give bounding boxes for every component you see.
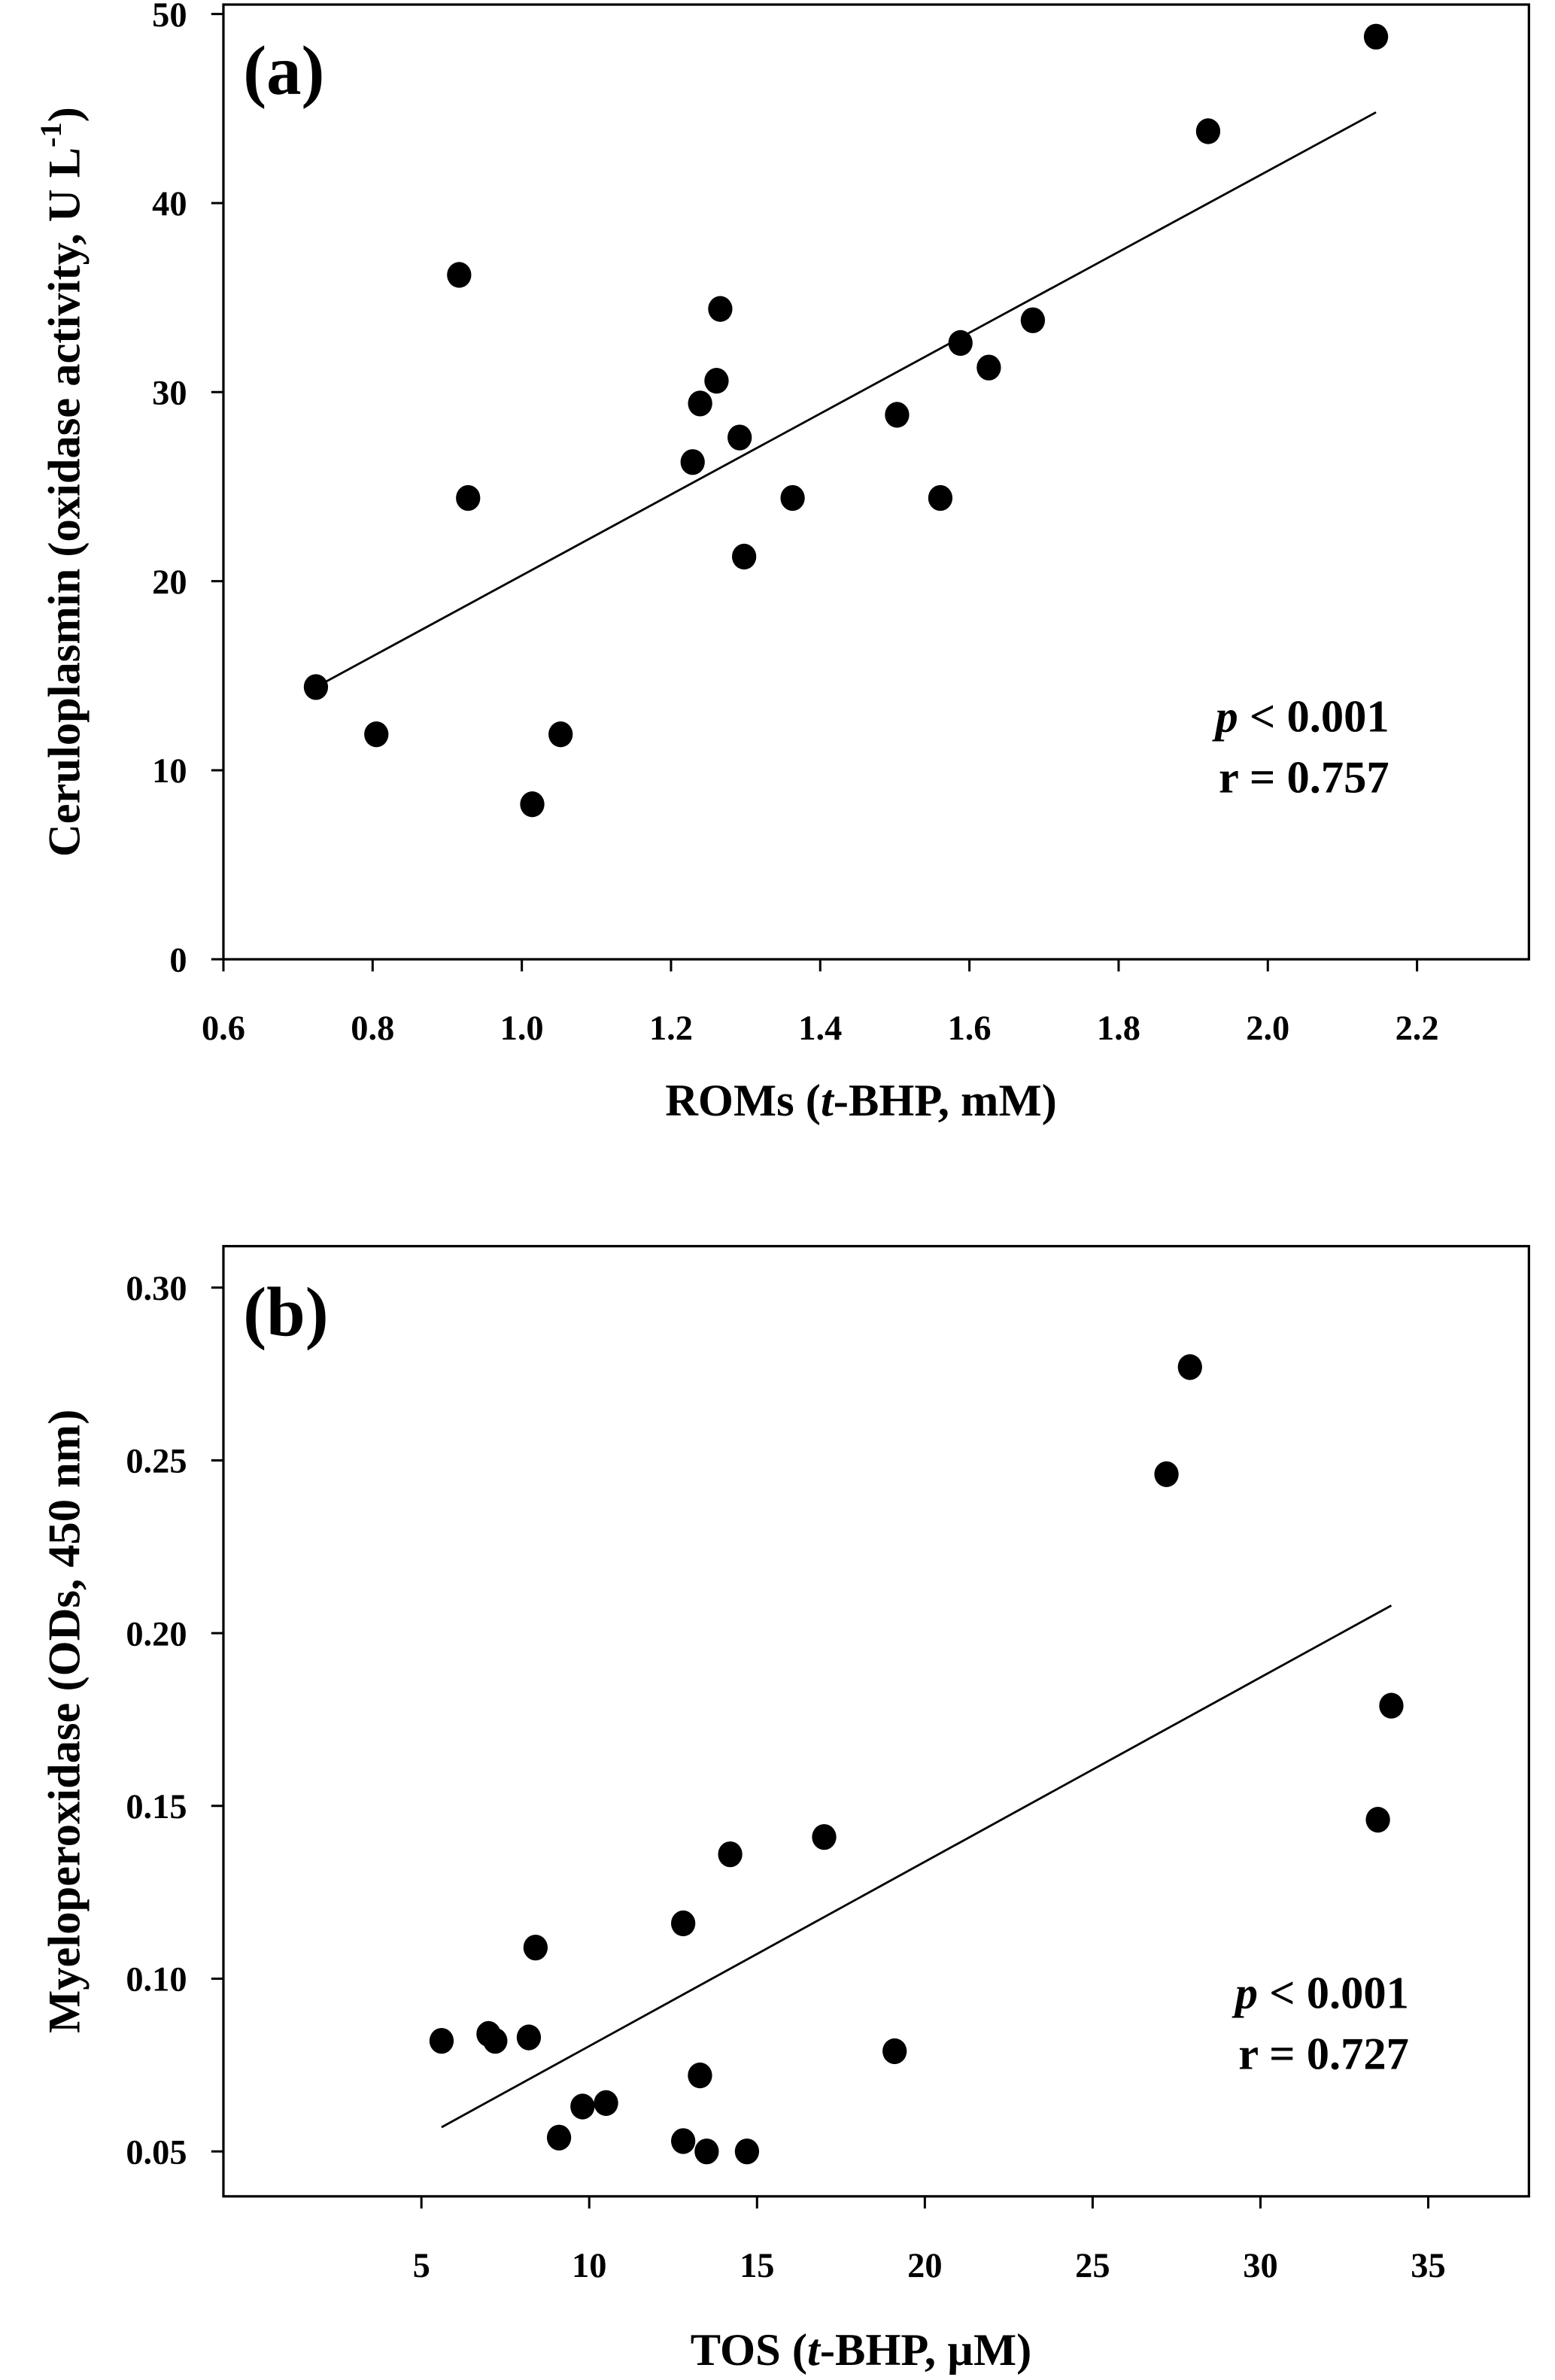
p-symbol: p bbox=[1232, 1969, 1258, 2019]
x-tick-label: 35 bbox=[1411, 2247, 1445, 2285]
x-tick-label: 1.4 bbox=[798, 1009, 842, 1048]
data-point bbox=[1177, 1354, 1202, 1380]
regression-line bbox=[441, 1604, 1393, 2129]
data-point bbox=[885, 402, 910, 428]
data-point bbox=[548, 721, 573, 748]
x-tick-label: 1.6 bbox=[948, 1009, 992, 1048]
panel-label: (b) bbox=[243, 1274, 328, 1352]
y-axis-label-close: ) bbox=[39, 107, 90, 122]
p-value-text: p < 0.001 bbox=[1212, 692, 1389, 742]
data-point bbox=[704, 368, 729, 394]
y-tick-label: 0.30 bbox=[126, 1270, 187, 1308]
plot-frame bbox=[222, 1245, 1530, 2198]
data-point bbox=[523, 1934, 548, 1961]
data-point bbox=[364, 721, 389, 748]
data-point bbox=[546, 2124, 572, 2151]
y-tick-label: 10 bbox=[152, 752, 187, 791]
x-tick-label: 2.0 bbox=[1246, 1009, 1289, 1048]
data-point bbox=[928, 484, 953, 512]
data-point bbox=[456, 484, 481, 512]
data-point bbox=[520, 791, 545, 818]
data-point bbox=[1365, 1807, 1390, 1833]
x-tick-label: 5 bbox=[413, 2247, 430, 2285]
y-tick-label: 0 bbox=[169, 941, 187, 979]
p-symbol: p bbox=[1212, 692, 1238, 742]
x-tick-label: 20 bbox=[907, 2247, 942, 2285]
data-point bbox=[694, 2138, 719, 2165]
p-value: < 0.001 bbox=[1258, 1969, 1409, 2019]
y-axis-label: Myeloperoxidase (ODs, 450 nm) bbox=[39, 1410, 90, 2033]
data-point bbox=[688, 2062, 712, 2089]
x-tick-label: 1.0 bbox=[500, 1009, 544, 1048]
data-point bbox=[1379, 1692, 1404, 1719]
x-tick-label: 30 bbox=[1243, 2247, 1277, 2285]
data-point bbox=[731, 543, 757, 570]
y-tick-label: 40 bbox=[152, 185, 187, 223]
y-tick-label: 0.25 bbox=[126, 1443, 187, 1481]
panel-label: (a) bbox=[243, 32, 324, 110]
data-point bbox=[882, 2038, 907, 2065]
data-point bbox=[594, 2090, 618, 2116]
y-tick-label: 20 bbox=[152, 563, 187, 602]
data-point bbox=[447, 262, 472, 288]
r-value-text: r = 0.757 bbox=[1219, 752, 1389, 803]
data-point bbox=[570, 2093, 595, 2120]
x-axis-label-part: -BHP, mM) bbox=[834, 1076, 1057, 1126]
data-point bbox=[727, 424, 752, 451]
x-tick-label: 0.6 bbox=[202, 1009, 245, 1048]
data-point bbox=[812, 1823, 837, 1850]
x-axis-label-part: ROMs ( bbox=[665, 1076, 821, 1126]
x-axis-label-part: TOS ( bbox=[691, 2325, 807, 2375]
y-tick-label: 30 bbox=[152, 374, 187, 412]
regression-line bbox=[315, 111, 1377, 688]
data-point bbox=[1154, 1461, 1179, 1487]
data-point bbox=[429, 2027, 454, 2054]
x-tick-label: 1.8 bbox=[1097, 1009, 1140, 1048]
x-tick-label: 2.2 bbox=[1396, 1009, 1439, 1048]
y-tick-label: 0.15 bbox=[126, 1788, 187, 1826]
data-point bbox=[688, 390, 712, 417]
plot-frame bbox=[222, 3, 1530, 961]
x-tick-label: 1.2 bbox=[649, 1009, 693, 1048]
data-point bbox=[680, 449, 705, 475]
chart-panel-b: 5 10 15 20 25 30 35 0.05 0.10 0.15 0.20 0.25 0.30 (b)… bbox=[39, 1245, 1530, 2375]
y-axis-label-text: Ceruloplasmin (oxidase activity, U L bbox=[39, 147, 90, 857]
y-tick-label: 0.10 bbox=[126, 1961, 187, 1999]
data-point bbox=[303, 674, 329, 700]
data-point bbox=[1195, 118, 1221, 144]
x-tick-label: 15 bbox=[740, 2247, 774, 2285]
data-point bbox=[708, 296, 733, 322]
x-axis-label-part: t bbox=[807, 2325, 822, 2375]
y-axis-label: Ceruloplasmin (oxidase activity, U L-1) bbox=[34, 107, 90, 857]
data-point bbox=[976, 354, 1001, 381]
y-tick-label: 0.05 bbox=[126, 2133, 187, 2172]
data-point bbox=[948, 329, 973, 357]
data-point bbox=[516, 2024, 542, 2051]
p-value-text: p < 0.001 bbox=[1232, 1969, 1409, 2019]
x-axis-label-part: -BHP, µM) bbox=[820, 2325, 1031, 2375]
data-point bbox=[718, 1841, 743, 1868]
data-point bbox=[483, 2027, 508, 2054]
y-axis-label-text: Myeloperoxidase (ODs, 450 nm) bbox=[39, 1410, 90, 2033]
data-point bbox=[671, 1910, 696, 1937]
chart-panel-a: 0.6 0.8 1.0 1.2 1.4 1.6 1.8 2.0 2.2 0 10 20 30 40 50 (a… bbox=[34, 0, 1530, 1126]
y-tick-label: 0.20 bbox=[126, 1615, 187, 1653]
p-value: < 0.001 bbox=[1238, 692, 1389, 742]
data-point bbox=[1020, 307, 1046, 333]
x-axis-label-part: t bbox=[821, 1076, 835, 1126]
data-point bbox=[734, 2138, 760, 2165]
x-axis-label: ROMs (t-BHP, mM) bbox=[665, 1076, 1057, 1126]
data-point bbox=[780, 484, 805, 512]
data-point bbox=[671, 2128, 696, 2154]
x-tick-label: 25 bbox=[1075, 2247, 1110, 2285]
x-tick-label: 10 bbox=[572, 2247, 606, 2285]
data-point bbox=[1363, 23, 1389, 50]
x-axis-label: TOS (t-BHP, µM) bbox=[691, 2325, 1031, 2375]
r-value-text: r = 0.727 bbox=[1238, 2029, 1409, 2079]
x-tick-label: 0.8 bbox=[351, 1009, 394, 1048]
y-axis-label-superscript: -1 bbox=[34, 122, 68, 147]
y-tick-label: 50 bbox=[152, 0, 187, 35]
